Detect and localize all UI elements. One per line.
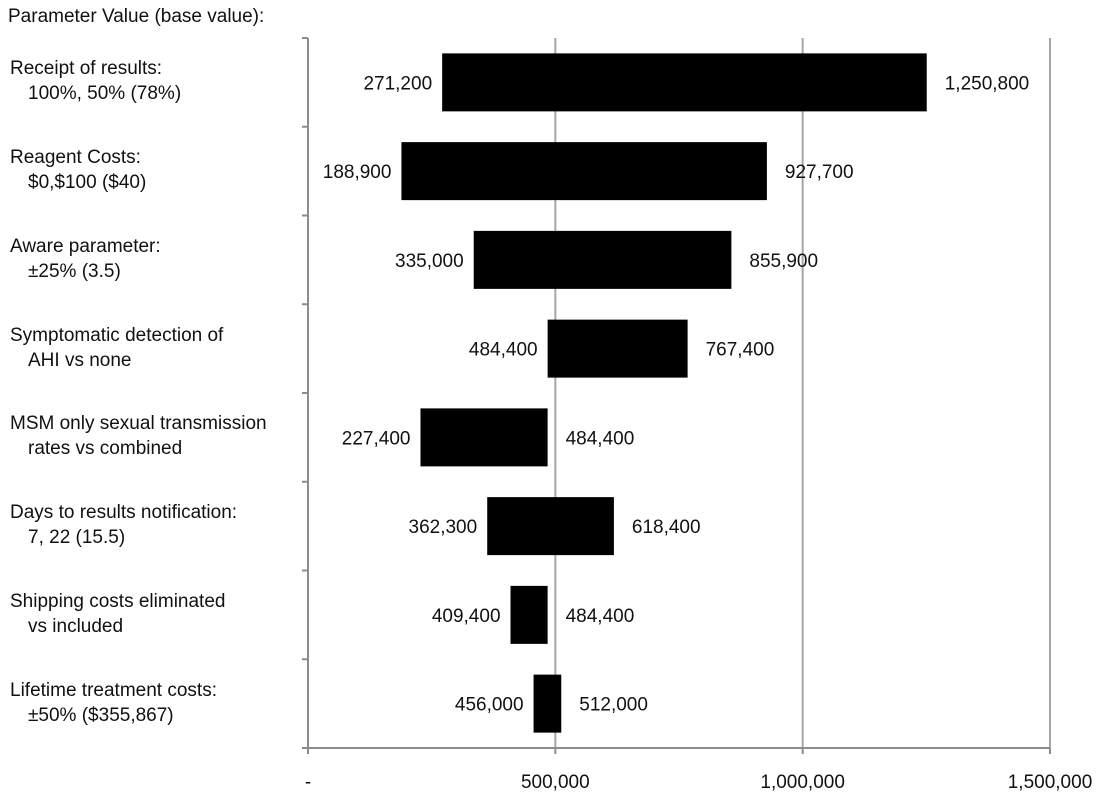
parameter-label: Lifetime treatment costs: ±50% ($355,867) bbox=[10, 678, 217, 728]
parameter-name: Days to results notification: bbox=[10, 502, 238, 524]
parameter-label: Receipt of results: 100%, 50% (78%) bbox=[10, 56, 181, 106]
x-tick-label: - bbox=[305, 772, 311, 793]
bar bbox=[510, 585, 548, 644]
parameter-label: MSM only sexual transmission rates vs com… bbox=[10, 411, 267, 461]
bar bbox=[442, 53, 927, 112]
parameter-label: Reagent Costs: $0,$100 ($40) bbox=[10, 145, 146, 195]
parameter-name: Lifetime treatment costs: bbox=[10, 679, 217, 701]
bar-high-label: 484,400 bbox=[566, 606, 635, 627]
bar-low-label: 484,400 bbox=[469, 340, 538, 361]
bar-high-label: 484,400 bbox=[566, 428, 635, 449]
parameter-range: ±50% ($355,867) bbox=[28, 704, 174, 726]
parameter-range: 7, 22 (15.5) bbox=[28, 527, 126, 549]
parameter-name: Symptomatic detection of bbox=[10, 324, 224, 346]
parameter-name: MSM only sexual transmission bbox=[10, 413, 267, 435]
parameter-range: rates vs combined bbox=[28, 438, 183, 460]
bar-high-label: 855,900 bbox=[749, 251, 818, 272]
bar bbox=[547, 319, 688, 378]
bar-low-label: 362,300 bbox=[409, 517, 478, 538]
parameter-label: Aware parameter: ±25% (3.5) bbox=[10, 234, 161, 284]
bar-high-label: 1,250,800 bbox=[945, 73, 1030, 94]
parameter-label: Symptomatic detection of AHI vs none bbox=[10, 323, 223, 373]
parameter-name: Receipt of results: bbox=[10, 58, 163, 80]
bar-low-label: 227,400 bbox=[342, 428, 411, 449]
bar-low-label: 409,400 bbox=[432, 606, 501, 627]
bar-high-label: 927,700 bbox=[785, 162, 854, 183]
parameter-range: vs included bbox=[28, 615, 124, 637]
x-tick-label: 1,500,000 bbox=[1008, 772, 1093, 793]
parameter-range: AHI vs none bbox=[28, 349, 132, 371]
parameter-range: 100%, 50% (78%) bbox=[28, 83, 182, 105]
parameter-label: Shipping costs eliminated vs included bbox=[10, 589, 225, 639]
parameter-name: Aware parameter: bbox=[10, 235, 161, 257]
bar-high-label: 767,400 bbox=[706, 340, 775, 361]
bar-low-label: 271,200 bbox=[363, 73, 432, 94]
bar-low-label: 456,000 bbox=[455, 695, 524, 716]
parameter-name: Shipping costs eliminated bbox=[10, 590, 226, 612]
bar bbox=[401, 142, 767, 201]
bar-high-label: 512,000 bbox=[579, 695, 648, 716]
bar-low-label: 335,000 bbox=[395, 251, 464, 272]
bar-low-label: 188,900 bbox=[323, 162, 392, 183]
x-tick-label: 500,000 bbox=[521, 772, 590, 793]
parameter-range: $0,$100 ($40) bbox=[28, 172, 147, 194]
parameter-range: ±25% (3.5) bbox=[28, 260, 121, 282]
axis-title: Parameter Value (base value): bbox=[8, 6, 265, 27]
bar-high-label: 618,400 bbox=[632, 517, 701, 538]
parameter-label: Days to results notification: 7, 22 (15.5… bbox=[10, 500, 237, 550]
bar bbox=[533, 674, 562, 733]
bar bbox=[487, 497, 614, 556]
bar bbox=[473, 230, 732, 289]
x-tick-label: 1,000,000 bbox=[760, 772, 845, 793]
parameter-name: Reagent Costs: bbox=[10, 147, 141, 169]
bar bbox=[420, 408, 548, 467]
